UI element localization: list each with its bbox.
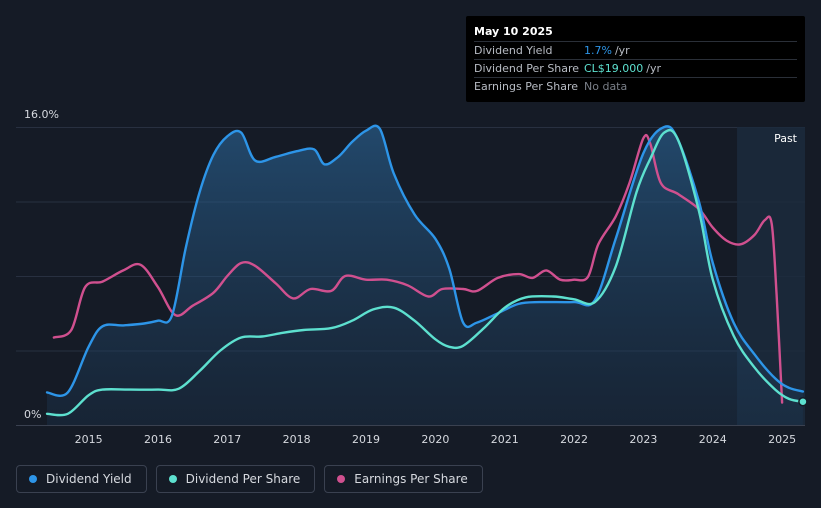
x-tick-label: 2016: [144, 433, 172, 446]
tooltip-value: No data: [584, 80, 628, 93]
legend: Dividend Yield Dividend Per Share Earnin…: [16, 465, 483, 493]
legend-item-earnings-per-share[interactable]: Earnings Per Share: [324, 465, 483, 493]
x-tick-label: 2015: [75, 433, 103, 446]
x-tick-label: 2020: [421, 433, 449, 446]
past-label: Past: [774, 132, 798, 145]
x-tick-label: 2021: [491, 433, 519, 446]
dividend-yield-area: [47, 125, 803, 426]
x-tick-label: 2019: [352, 433, 380, 446]
x-tick-label: 2024: [699, 433, 727, 446]
x-tick-label: 2017: [213, 433, 241, 446]
tooltip-label: Dividend Yield: [474, 44, 553, 57]
x-tick-label: 2022: [560, 433, 588, 446]
tooltip-date: May 10 2025: [474, 25, 553, 38]
tooltip-value: CL$19.000: [584, 62, 644, 75]
legend-item-dividend-per-share[interactable]: Dividend Per Share: [155, 465, 316, 493]
tooltip-unit: /yr: [646, 62, 662, 75]
tooltip: May 10 2025 Dividend Yield 1.7% /yr Divi…: [466, 16, 805, 102]
tooltip-row-earnings-per-share: Earnings Per Share No data: [474, 77, 797, 95]
legend-label: Earnings Per Share: [354, 472, 468, 486]
tooltip-unit: /yr: [614, 44, 630, 57]
y-axis-bottom-label: 0%: [24, 408, 41, 421]
earnings-per-share-line[interactable]: [52, 133, 784, 404]
tooltip-label: Dividend Per Share: [474, 62, 580, 75]
dividend-per-share-line[interactable]: [45, 128, 805, 417]
tooltip-row-dividend-per-share: Dividend Per Share CL$19.000 /yr: [474, 59, 797, 77]
tooltip-value: 1.7%: [584, 44, 612, 57]
tooltip-row-dividend-yield: Dividend Yield 1.7% /yr: [474, 41, 797, 59]
legend-dot-icon: [168, 475, 177, 483]
legend-dot-icon: [337, 475, 346, 483]
x-tick-label: 2023: [629, 433, 657, 446]
legend-item-dividend-yield[interactable]: Dividend Yield: [16, 465, 147, 493]
dividend-per-share-end-marker[interactable]: [798, 396, 808, 407]
legend-dot-icon: [29, 475, 37, 483]
x-tick-label: 2018: [283, 433, 311, 446]
legend-label: Dividend Yield: [46, 472, 132, 486]
tooltip-label: Earnings Per Share: [474, 80, 579, 93]
legend-label: Dividend Per Share: [185, 472, 301, 486]
y-axis-top-label: 16.0%: [24, 108, 59, 121]
x-tick-label: 2025: [768, 433, 796, 446]
